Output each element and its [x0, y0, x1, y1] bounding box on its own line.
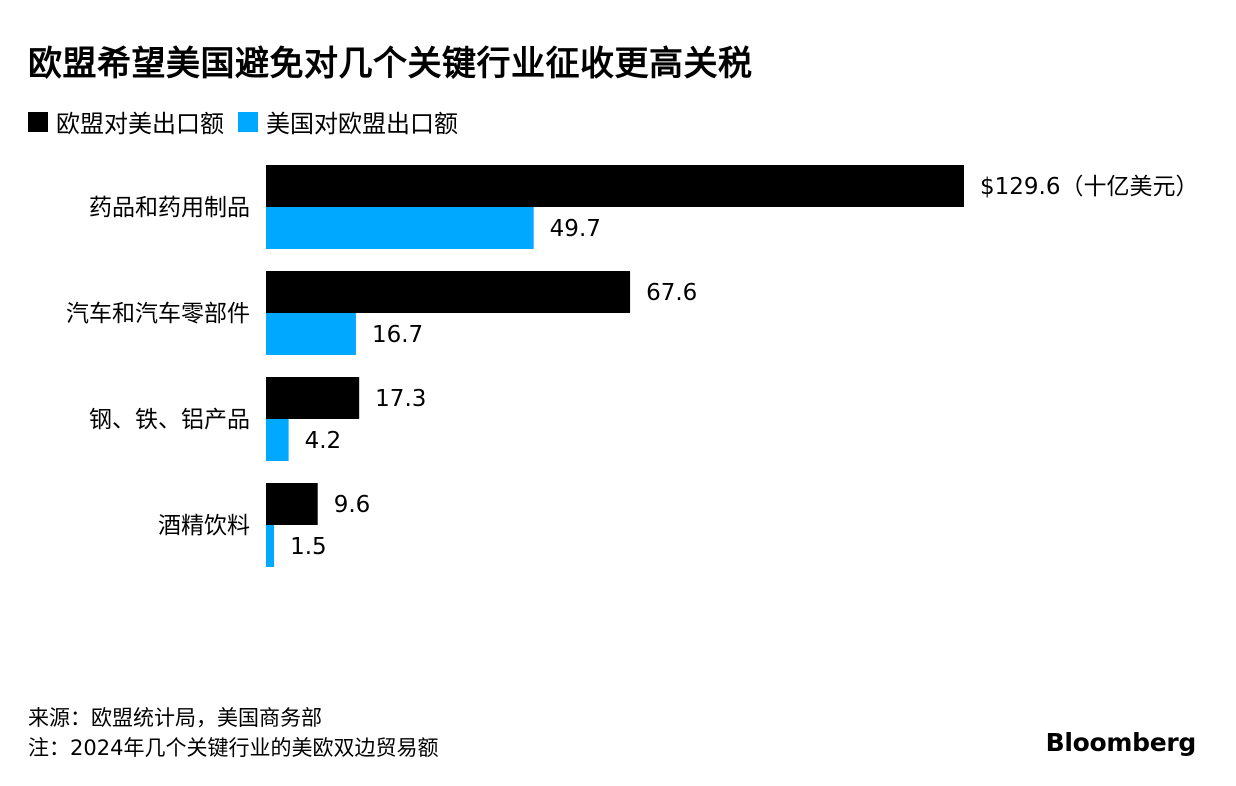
chart-title: 欧盟希望美国避免对几个关键行业征收更高关税 [28, 44, 753, 84]
data-label: 67.6 [646, 280, 697, 306]
bar-eu-export [266, 165, 964, 207]
bar-eu-export [266, 483, 318, 525]
legend-label-eu: 欧盟对美出口额 [56, 110, 224, 138]
category-label: 汽车和汽车零部件 [66, 301, 250, 327]
data-label: 1.5 [290, 534, 327, 560]
bar-us-export [266, 525, 275, 567]
category-label: 钢、铁、铝产品 [89, 407, 250, 433]
bar-eu-export [266, 271, 631, 313]
legend-swatch-us [238, 111, 258, 132]
category-label: 酒精饮料 [158, 513, 250, 539]
data-label: 9.6 [334, 492, 371, 518]
data-label: $129.6（十亿美元） [980, 174, 1198, 200]
legend-item-us: 美国对欧盟出口额 [238, 104, 458, 139]
legend-item-eu: 欧盟对美出口额 [28, 104, 224, 139]
legend-label-us: 美国对欧盟出口额 [266, 110, 458, 138]
data-label: 49.7 [550, 216, 601, 242]
bar-us-export [266, 419, 289, 461]
legend: 欧盟对美出口额 美国对欧盟出口额 [28, 104, 472, 139]
data-label: 17.3 [375, 386, 426, 412]
bloomberg-logo: Bloomberg [1045, 728, 1197, 757]
data-label: 4.2 [305, 428, 342, 454]
bar-us-export [266, 207, 534, 249]
bar-us-export [266, 313, 356, 355]
bar-eu-export [266, 377, 360, 419]
footer-notes: 来源：欧盟统计局，美国商务部 注：2024年几个关键行业的美欧双边贸易额 [28, 703, 438, 763]
note-text: 注：2024年几个关键行业的美欧双边贸易额 [28, 736, 439, 760]
category-label: 药品和药用制品 [89, 195, 250, 221]
source-text: 来源：欧盟统计局，美国商务部 [28, 706, 322, 730]
data-label: 16.7 [372, 322, 423, 348]
legend-swatch-eu [28, 111, 48, 132]
